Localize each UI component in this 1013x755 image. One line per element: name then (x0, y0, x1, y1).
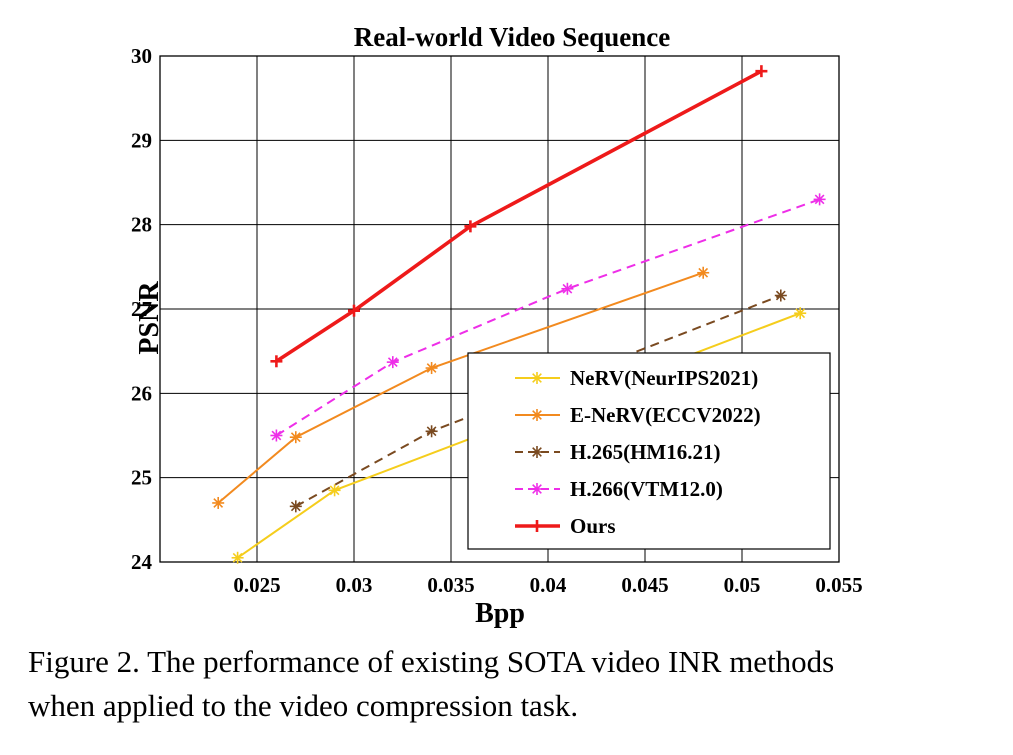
caption-line-2: when applied to the video compression ta… (28, 688, 579, 723)
y-tick-label: 30 (131, 44, 152, 68)
legend-marker (531, 483, 543, 495)
legend-marker (531, 372, 543, 384)
x-tick-labels: 0.025 0.03 0.035 0.04 0.045 0.05 0.055 (233, 573, 862, 597)
data-point (348, 304, 360, 317)
legend-label: E-NeRV(ECCV2022) (570, 403, 761, 427)
data-point (386, 356, 399, 369)
y-axis-label: PSNR (134, 281, 165, 355)
legend-label: H.266(VTM12.0) (570, 477, 723, 501)
legend-marker (531, 520, 543, 532)
y-tick-label: 24 (131, 550, 153, 574)
x-tick-label: 0.03 (336, 573, 373, 597)
chart-title: Real-world Video Sequence (354, 22, 671, 52)
y-tick-label: 28 (131, 213, 152, 237)
series-line-1 (217, 271, 704, 504)
y-tick-labels: 24 25 26 27 28 29 30 (131, 44, 153, 574)
data-point (289, 431, 302, 444)
data-point (212, 496, 225, 509)
x-tick-label: 0.035 (427, 573, 474, 597)
legend-marker (531, 409, 543, 421)
data-point (813, 193, 826, 206)
data-point (289, 500, 302, 513)
plot-area-frame (159, 55, 840, 563)
chart: 0.025 0.03 0.035 0.04 0.045 0.05 0.055 2425262… (131, 22, 863, 629)
data-point (270, 429, 283, 442)
x-tick-label: 0.04 (530, 573, 567, 597)
series-line-3 (275, 198, 820, 437)
data-point (464, 220, 477, 233)
series-markers (212, 65, 826, 564)
data-point (231, 551, 244, 564)
data-point (561, 282, 574, 295)
x-axis-label: Bpp (475, 598, 525, 629)
data-point (794, 307, 807, 320)
x-tick-label: 0.025 (233, 573, 280, 597)
data-point (697, 266, 710, 279)
data-point (270, 355, 283, 368)
data-point (774, 289, 787, 302)
y-tick-label: 27 (131, 297, 152, 321)
legend-label: H.265(HM16.21) (570, 440, 720, 464)
data-point (425, 362, 438, 375)
legend: NeRV(NeurIPS2021) E-NeRV(ECCV2022) H.265(H… (467, 352, 831, 550)
x-tick-label: 0.045 (621, 573, 668, 597)
y-tick-label: 26 (131, 381, 152, 405)
data-point (425, 425, 438, 438)
data-point (328, 484, 341, 497)
y-tick-label: 25 (131, 466, 152, 490)
caption-line-1: Figure 2. The performance of existing SO… (28, 644, 835, 679)
legend-label: Ours (570, 514, 616, 538)
legend-label: NeRV(NeurIPS2021) (570, 366, 758, 390)
series-line-4 (275, 69, 763, 363)
y-tick-label: 29 (131, 128, 152, 152)
x-tick-label: 0.055 (815, 573, 862, 597)
x-tick-label: 0.05 (724, 573, 761, 597)
figure-caption: Figure 2. The performance of existing SO… (28, 640, 988, 728)
data-point (755, 65, 768, 78)
legend-marker (531, 446, 543, 458)
